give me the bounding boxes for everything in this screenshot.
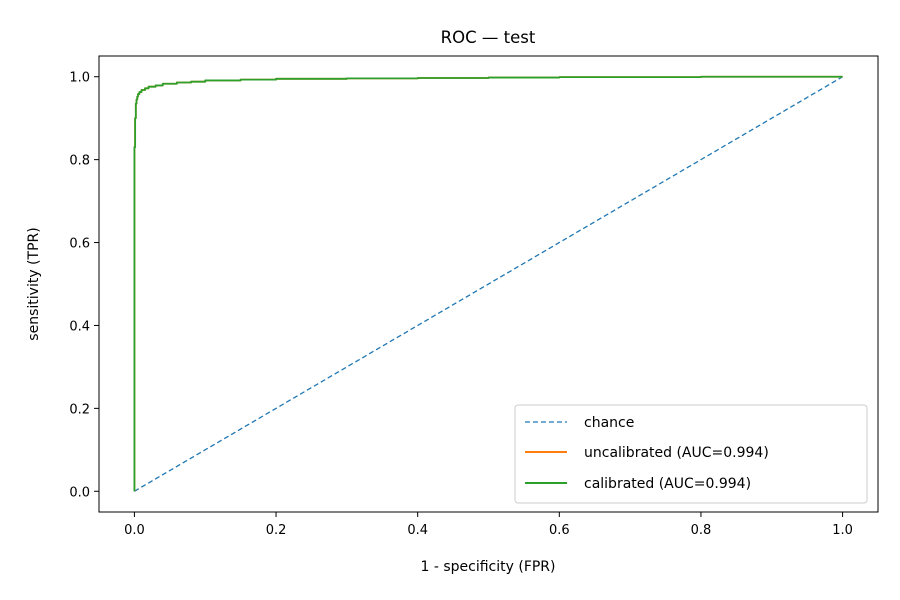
x-tick-label: 0.6	[549, 523, 570, 538]
y-tick-label: 0.8	[69, 154, 90, 169]
x-tick-label: 0.8	[691, 523, 712, 538]
x-axis-label: 1 - specificity (FPR)	[420, 559, 555, 575]
legend-box	[514, 404, 868, 504]
series-line-calibrated	[133, 75, 843, 492]
series-layer	[133, 75, 843, 492]
x-tick-label: 0.4	[407, 523, 428, 538]
x-axis-ticks: 0.0 0.2 0.4 0.6 0.8 1.0	[124, 512, 853, 538]
x-tick-label: 0.2	[266, 523, 287, 538]
y-tick-label: 0.0	[69, 485, 90, 500]
series-line-chance	[134, 76, 843, 492]
y-tick-label: 0.2	[69, 402, 90, 417]
chart-title: ROC — test	[441, 28, 536, 47]
x-tick-label: 1.0	[832, 523, 853, 538]
y-tick-label: 0.4	[69, 319, 90, 334]
plot-frame	[98, 55, 879, 513]
y-tick-label: 0.6	[69, 237, 90, 252]
legend: chance uncalibrated (AUC=0.994) calibrated…	[514, 404, 868, 504]
y-axis-label: sensitivity (TPR)	[26, 227, 42, 340]
legend-label: uncalibrated (AUC=0.994)	[584, 445, 769, 461]
y-axis-ticks: 0.0 0.2 0.4 0.6 0.8 1.0	[69, 71, 99, 500]
y-tick-label: 1.0	[69, 71, 90, 86]
x-tick-label: 0.0	[124, 523, 145, 538]
legend-label: calibrated (AUC=0.994)	[584, 476, 751, 492]
legend-label: chance	[584, 415, 634, 431]
